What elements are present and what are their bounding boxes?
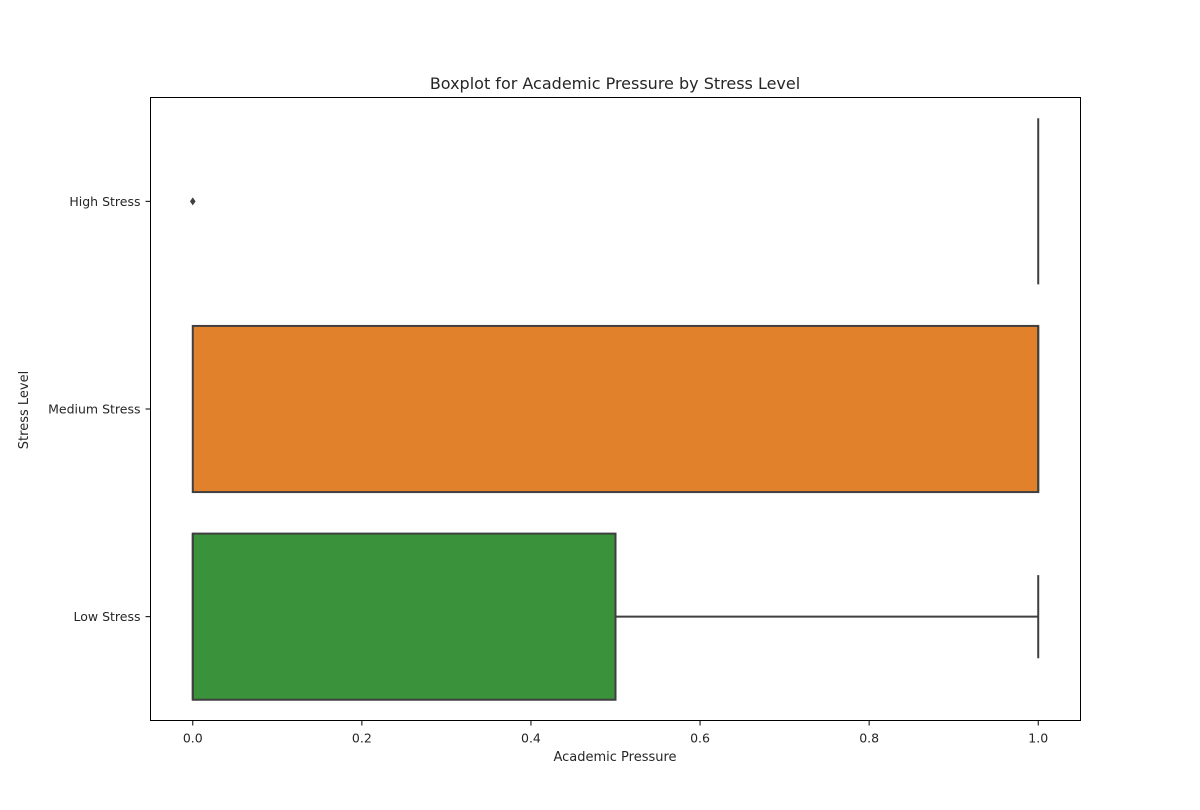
x-tick-label: 1.0 xyxy=(1028,731,1048,746)
x-tick-label: 0.8 xyxy=(859,731,879,746)
outlier-high-stress-0 xyxy=(189,197,196,206)
x-tick-label: 0.4 xyxy=(521,731,541,746)
x-axis-label: Academic Pressure xyxy=(553,750,676,765)
box-group-medium-stress xyxy=(191,324,1040,494)
box-group-high-stress xyxy=(189,118,1040,285)
y-tick-label: Low Stress xyxy=(73,609,140,624)
box-medium-stress xyxy=(191,324,1040,494)
y-tick-label: Medium Stress xyxy=(48,402,140,417)
chart-title: Boxplot for Academic Pressure by Stress … xyxy=(430,74,800,93)
box-low-stress xyxy=(191,532,617,701)
box-group-low-stress xyxy=(191,532,1040,701)
y-axis: High Stress Medium Stress Low Stress xyxy=(48,194,151,624)
x-tick-label: 0.0 xyxy=(183,731,203,746)
x-tick-label: 0.6 xyxy=(690,731,710,746)
plot-marks xyxy=(189,118,1040,701)
x-tick-label: 0.2 xyxy=(352,731,372,746)
y-axis-label: Stress Level xyxy=(17,371,32,449)
y-tick-label: High Stress xyxy=(69,194,140,209)
x-axis: 0.0 0.2 0.4 0.6 0.8 1.0 xyxy=(183,720,1048,746)
